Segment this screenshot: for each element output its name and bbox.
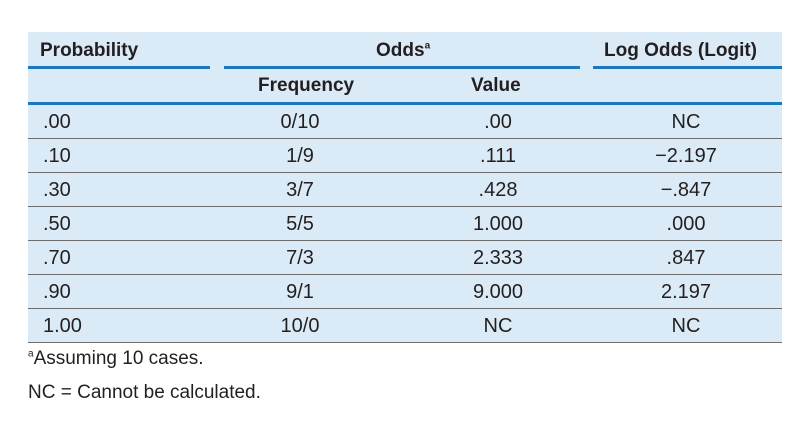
cell-value: 2.333 xyxy=(472,247,524,269)
probability-rule xyxy=(28,66,210,69)
table-footnotes: aAssuming 10 cases. NC = Cannot be calcu… xyxy=(28,348,261,416)
cell-log-odds: 2.197 xyxy=(660,281,712,303)
footnote-a-text: Assuming 10 cases. xyxy=(33,348,204,369)
table-row: .00 0/10 .00 NC xyxy=(28,105,782,139)
cell-probability: .50 xyxy=(43,213,71,235)
header-value: Value xyxy=(471,75,521,97)
header-odds: Oddsa xyxy=(376,40,430,62)
cell-probability: .70 xyxy=(43,247,71,269)
header-value-label: Value xyxy=(471,75,521,96)
cell-log-odds: .847 xyxy=(666,247,706,269)
cell-frequency: 0/10 xyxy=(280,111,320,133)
table-row: .90 9/1 9.000 2.197 xyxy=(28,275,782,309)
header-odds-label: Odds xyxy=(376,40,425,61)
log-odds-rule xyxy=(593,66,782,69)
header-frequency-label: Frequency xyxy=(258,75,355,96)
header-log-odds: Log Odds (Logit) xyxy=(604,40,757,62)
header-probability: Probability xyxy=(40,40,138,62)
odds-table: Probability Oddsa Log Odds (Logit) Frequ… xyxy=(28,32,782,343)
cell-frequency: 1/9 xyxy=(286,145,314,167)
odds-footnote-marker: a xyxy=(424,40,431,52)
table-row: 1.00 10/0 NC NC xyxy=(28,309,782,343)
header-probability-label: Probability xyxy=(40,40,139,61)
table-header: Probability Oddsa Log Odds (Logit) Frequ… xyxy=(28,32,782,102)
cell-frequency: 7/3 xyxy=(286,247,314,269)
cell-probability: 1.00 xyxy=(43,315,82,337)
table-row: .10 1/9 .111 −2.197 xyxy=(28,139,782,173)
cell-log-odds: .000 xyxy=(666,213,706,235)
cell-probability: .00 xyxy=(43,111,71,133)
table-body: .00 0/10 .00 NC .10 1/9 .111 −2.197 .30 … xyxy=(28,102,782,343)
cell-log-odds: NC xyxy=(671,315,701,337)
cell-frequency: 10/0 xyxy=(280,315,320,337)
cell-value: .111 xyxy=(480,145,516,167)
cell-probability: .10 xyxy=(43,145,71,167)
cell-frequency: 9/1 xyxy=(286,281,314,303)
footnote-nc: NC = Cannot be calculated. xyxy=(28,382,261,404)
cell-frequency: 3/7 xyxy=(286,179,314,201)
cell-value: .00 xyxy=(484,111,512,133)
odds-rule xyxy=(224,66,580,69)
header-log-odds-label: Log Odds (Logit) xyxy=(604,40,758,61)
footnote-nc-text: NC = Cannot be calculated. xyxy=(28,382,261,403)
cell-log-odds: −2.197 xyxy=(655,145,717,167)
cell-value: 1.000 xyxy=(472,213,524,235)
cell-value: 9.000 xyxy=(472,281,524,303)
cell-value: NC xyxy=(483,315,513,337)
table-row: .50 5/5 1.000 .000 xyxy=(28,207,782,241)
table-row: .30 3/7 .428 −.847 xyxy=(28,173,782,207)
cell-probability: .30 xyxy=(43,179,71,201)
cell-frequency: 5/5 xyxy=(286,213,314,235)
footnote-a: aAssuming 10 cases. xyxy=(28,348,261,370)
cell-log-odds: −.847 xyxy=(660,179,712,201)
footnote-a-marker: a xyxy=(28,348,34,360)
table-row: .70 7/3 2.333 .847 xyxy=(28,241,782,275)
cell-value: .428 xyxy=(478,179,518,201)
cell-probability: .90 xyxy=(43,281,71,303)
cell-log-odds: NC xyxy=(671,111,701,133)
header-frequency: Frequency xyxy=(258,75,354,97)
